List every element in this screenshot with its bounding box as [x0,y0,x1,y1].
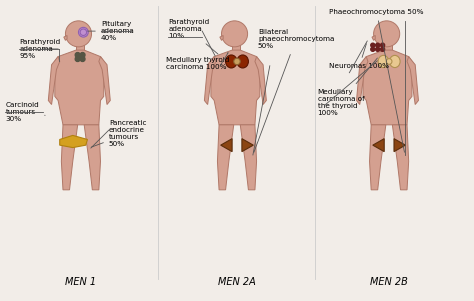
Circle shape [381,47,384,51]
Ellipse shape [390,55,400,67]
Polygon shape [84,125,100,190]
Polygon shape [55,50,104,125]
Polygon shape [407,57,419,104]
Ellipse shape [226,55,237,68]
Polygon shape [242,139,253,152]
Polygon shape [372,36,375,40]
Polygon shape [204,57,216,104]
Text: Medullary
carcinoma of
the thyroid
100%: Medullary carcinoma of the thyroid 100% [318,58,377,116]
Text: MEN 2A: MEN 2A [218,277,256,287]
Polygon shape [384,44,392,52]
Circle shape [80,57,85,61]
Text: MEN 1: MEN 1 [65,277,97,287]
Polygon shape [232,44,240,52]
Circle shape [79,27,88,37]
Circle shape [221,21,247,47]
Ellipse shape [234,58,240,65]
Text: Parathyroid
adenoma
10%: Parathyroid adenoma 10% [168,19,218,54]
Text: Medullary thyroid
carcinoma 100%: Medullary thyroid carcinoma 100% [166,53,230,70]
Circle shape [75,57,80,61]
Ellipse shape [386,59,392,64]
Polygon shape [76,44,84,52]
Polygon shape [48,57,60,104]
Polygon shape [99,57,110,104]
Text: Bilateral
phaeochromocytoma
50%: Bilateral phaeochromocytoma 50% [254,29,334,152]
Polygon shape [211,50,260,125]
Polygon shape [356,57,368,104]
Circle shape [75,53,80,57]
Circle shape [65,21,91,47]
Circle shape [374,21,400,47]
Polygon shape [392,125,409,190]
Ellipse shape [237,55,248,68]
Polygon shape [218,125,234,190]
Polygon shape [363,50,412,125]
Polygon shape [373,139,384,152]
Text: Neuromas 100%: Neuromas 100% [329,44,390,69]
Polygon shape [61,125,78,190]
Text: Pituitary
adenoma
40%: Pituitary adenoma 40% [88,21,135,41]
Polygon shape [370,125,386,190]
Polygon shape [64,36,67,40]
Circle shape [376,47,380,51]
Text: Phaeochromocytoma 50%: Phaeochromocytoma 50% [329,9,424,152]
Polygon shape [240,125,256,190]
Polygon shape [255,57,266,104]
Polygon shape [394,139,405,152]
Circle shape [80,53,85,57]
Circle shape [376,43,380,47]
Polygon shape [220,36,223,40]
Circle shape [371,47,375,51]
Text: MEN 2B: MEN 2B [370,277,408,287]
Text: Pancreatic
endocrine
tumours
50%: Pancreatic endocrine tumours 50% [91,120,146,147]
Text: Parathyroid
adenoma
95%: Parathyroid adenoma 95% [19,39,61,59]
Ellipse shape [378,55,389,67]
Circle shape [381,43,384,47]
Polygon shape [221,139,232,152]
Polygon shape [60,135,87,147]
Text: Carcinoid
tumours
30%: Carcinoid tumours 30% [5,102,45,122]
Circle shape [371,43,375,47]
